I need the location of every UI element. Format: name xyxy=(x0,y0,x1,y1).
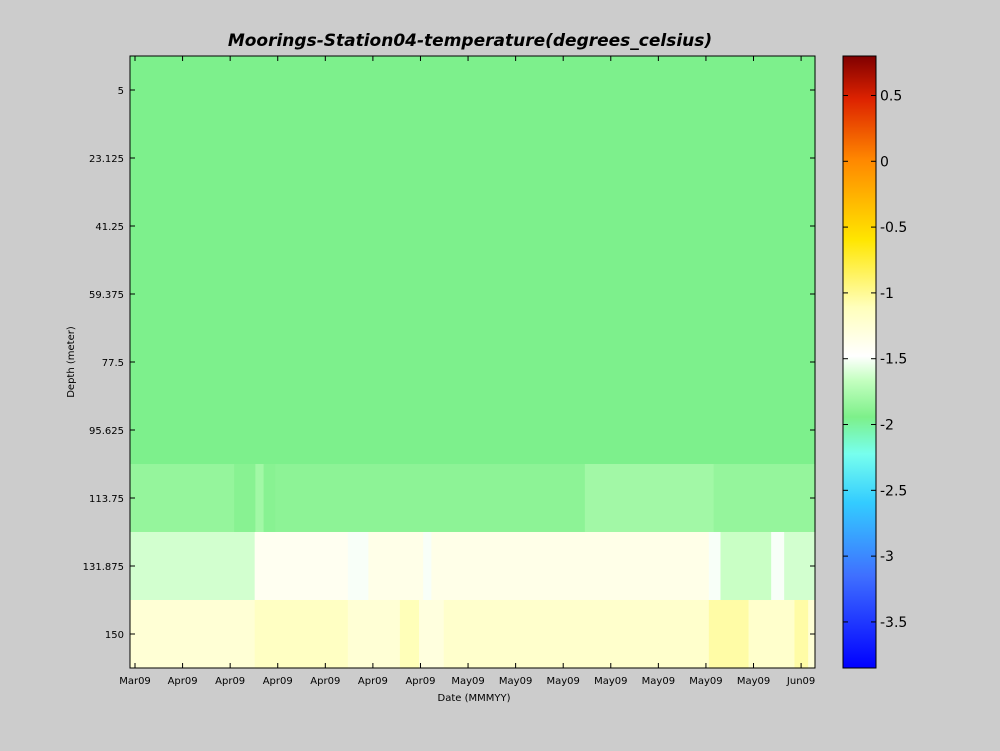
y-tick-label: 59.375 xyxy=(89,290,124,301)
colorbar-tick-label: 0.5 xyxy=(880,88,902,104)
heatmap-cell xyxy=(419,600,445,669)
x-tick-label: May09 xyxy=(547,676,580,687)
heatmap-cell xyxy=(713,464,816,533)
heatmap-cell xyxy=(263,464,276,533)
x-tick-label: Apr09 xyxy=(263,676,293,687)
heatmap-cell xyxy=(771,531,785,601)
y-tick-label: 23.125 xyxy=(89,154,124,165)
colorbar-tick-label: 0 xyxy=(880,154,889,170)
colorbar-tick-label: -1 xyxy=(880,286,894,302)
colorbar-tick-label: -3 xyxy=(880,549,894,565)
heatmap-cell xyxy=(254,531,349,601)
colorbar-ticks: 0.5 0 -0.5 -1 -1.5 -2 -2.5 -3 -3.5 xyxy=(843,88,907,631)
x-tick-label: May09 xyxy=(499,676,532,687)
heatmap-cell xyxy=(254,600,349,669)
x-tick-label: May09 xyxy=(737,676,770,687)
y-tick-label: 150 xyxy=(105,630,124,641)
chart-title: Moorings-Station04-temperature(degrees_c… xyxy=(228,31,712,51)
heatmap-cell xyxy=(584,464,715,533)
x-tick-label: Apr09 xyxy=(358,676,388,687)
colorbar-frame xyxy=(842,55,877,669)
heatmap-cell xyxy=(347,531,369,601)
heatmap-cell xyxy=(708,531,722,601)
colorbar-tick-label: -2 xyxy=(880,418,894,434)
heatmap-cell xyxy=(720,531,772,601)
x-tick-label: Mar09 xyxy=(119,676,151,687)
x-axis-label: Date (MMMYY) xyxy=(438,693,511,704)
heatmap-cell xyxy=(130,531,256,601)
y-tick-label: 131.875 xyxy=(83,562,124,573)
heatmap-cell xyxy=(423,531,432,601)
heatmap-cell xyxy=(130,464,235,533)
heatmap-cell xyxy=(794,600,809,669)
x-axis: Mar09 Apr09 Apr09 Apr09 Apr09 Apr09 Apr09 May09… xyxy=(119,56,815,687)
y-tick-label: 95.625 xyxy=(89,426,124,437)
heatmap-cell xyxy=(130,600,256,669)
x-tick-label: Jun09 xyxy=(786,676,815,687)
heatmap-cell xyxy=(431,531,710,601)
x-tick-label: May09 xyxy=(594,676,627,687)
heatmap-cell xyxy=(234,464,256,533)
y-tick-label: 77.5 xyxy=(102,358,124,369)
x-tick-label: Apr09 xyxy=(310,676,340,687)
y-tick-label: 41.25 xyxy=(95,222,124,233)
heatmap-cell xyxy=(399,600,420,669)
x-tick-label: May09 xyxy=(689,676,722,687)
heatmap-cell xyxy=(275,464,586,533)
heatmap-cell xyxy=(748,600,796,669)
heatmap-cell xyxy=(443,600,710,669)
y-axis-label: Depth (meter) xyxy=(66,326,77,398)
x-tick-label: Apr09 xyxy=(405,676,435,687)
heatmap-cells xyxy=(130,56,816,669)
colorbar-tick-label: -1.5 xyxy=(880,352,907,368)
heatmap-cell xyxy=(130,56,816,465)
heatmap-cell xyxy=(368,531,424,601)
x-tick-label: May09 xyxy=(451,676,484,687)
heatmap-cell xyxy=(708,600,750,669)
colorbar-tick-label: -3.5 xyxy=(880,615,907,631)
colorbar-tick-label: -2.5 xyxy=(880,483,907,499)
colorbar xyxy=(843,56,876,668)
x-tick-label: May09 xyxy=(642,676,675,687)
y-tick-label: 113.75 xyxy=(89,494,124,505)
y-tick-label: 5 xyxy=(118,86,124,97)
y-axis: 5 23.125 41.25 59.375 77.5 95.625 113.75 131.87… xyxy=(83,86,815,641)
heatmap-cell xyxy=(347,600,401,669)
colorbar-tick-label: -0.5 xyxy=(880,220,907,236)
x-tick-label: Apr09 xyxy=(215,676,245,687)
heatmap-cell xyxy=(255,464,265,533)
x-tick-label: Apr09 xyxy=(168,676,198,687)
